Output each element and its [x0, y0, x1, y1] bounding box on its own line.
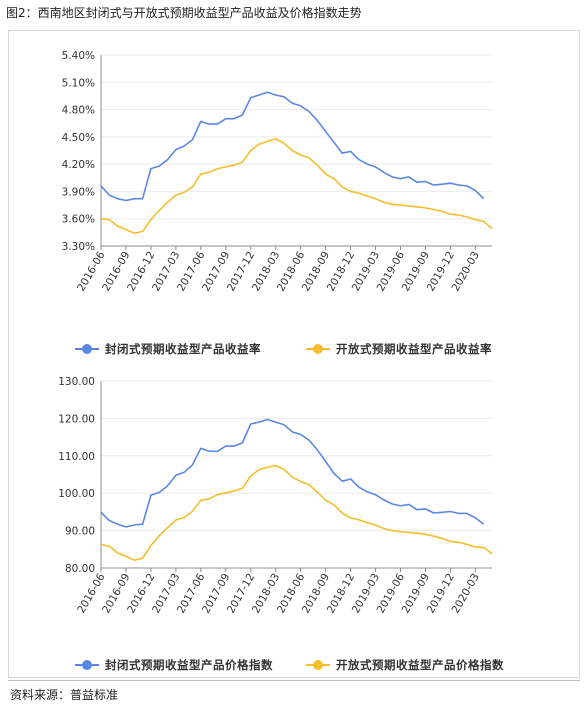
yield-chart: 3.30% 3.60% 3.90% 4.20% 4.50% 4.80% 5.10% 5.40%… — [62, 50, 493, 356]
index-y-tick-label: 90.00 — [65, 526, 95, 538]
yield-y-tick-label: 4.20% — [62, 159, 95, 171]
figure-frame — [8, 30, 580, 678]
yield-y-tick-label: 3.90% — [62, 186, 95, 198]
yield-series-line-open — [100, 137, 493, 235]
yield-y-tick-label: 5.40% — [62, 50, 95, 62]
index-y-tick-label: 110.00 — [58, 451, 95, 463]
index-y-tick-label: 100.00 — [58, 488, 95, 500]
source-divider — [8, 680, 580, 681]
source-note: 资料来源：普益标准 — [10, 688, 119, 702]
index-series-line-open — [100, 464, 493, 561]
index-y-tick-label: 80.00 — [65, 563, 95, 575]
figure-title: 图2：西南地区封闭式与开放式预期收益型产品收益及价格指数走势 — [6, 6, 362, 20]
yield-legend-marker-closed — [82, 344, 92, 354]
yield-series-line-closed — [100, 91, 485, 202]
index-legend-marker-closed — [82, 660, 92, 670]
index-y-tick-label: 130.00 — [58, 376, 95, 388]
index-legend-label-open: 开放式预期收益型产品价格指数 — [336, 658, 504, 672]
yield-legend-label-open: 开放式预期收益型产品收益率 — [336, 342, 492, 356]
yield-legend-label-closed: 封闭式预期收益型产品收益率 — [105, 342, 261, 356]
yield-legend-marker-open — [313, 344, 323, 354]
index-legend-marker-open — [313, 660, 323, 670]
index-legend-label-closed: 封闭式预期收益型产品价格指数 — [105, 658, 273, 672]
index-series-line-closed — [100, 418, 485, 528]
yield-y-tick-label: 3.60% — [62, 214, 95, 226]
index-y-tick-label: 120.00 — [58, 413, 95, 425]
price-index-chart: 80.0090.00100.00110.00120.00130.002016-0… — [58, 376, 504, 672]
yield-y-tick-label: 3.30% — [62, 241, 95, 253]
yield-y-tick-label: 4.50% — [62, 132, 95, 144]
yield-y-tick-label: 5.10% — [62, 77, 95, 89]
yield-y-tick-label: 4.80% — [62, 105, 95, 117]
